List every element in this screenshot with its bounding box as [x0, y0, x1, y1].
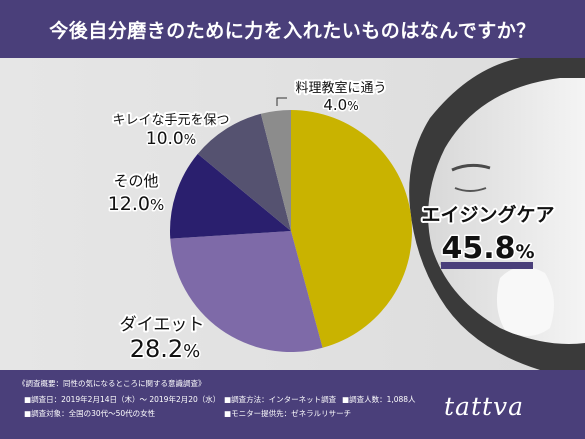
- pie-slice-label: その他: [113, 172, 158, 190]
- pie-value-label: 4.0%: [323, 96, 358, 114]
- pie-slice: [291, 110, 412, 348]
- leader-line: [276, 97, 287, 106]
- pie-slice-label: ダイエット: [120, 315, 205, 335]
- pie-slice-label: エイジングケア: [421, 203, 554, 226]
- pie-value-label: 45.8%: [441, 231, 534, 266]
- pie-slice: [170, 231, 323, 352]
- pie-slice: [197, 113, 291, 231]
- header-banner: 今後自分磨きのために力を入れたいものはなんですか？: [0, 0, 585, 58]
- pie-slice: [170, 153, 291, 239]
- pie-value-label: 12.0%: [108, 193, 165, 215]
- survey-provider: ■モニター提供先：ゼネラルリサーチ: [224, 409, 352, 418]
- survey-count: ■調査人数：1,088人: [342, 395, 416, 404]
- survey-heading: 《調査概要：同性の気になるところに関する意識調査》: [18, 379, 206, 388]
- pie-slice: [260, 110, 291, 231]
- survey-period: ■調査日：2019年2月14日（木）～ 2019年2月20（水）: [24, 395, 221, 404]
- highlight-underline: [441, 262, 533, 269]
- pie-slice-label: キレイな手元を保つ: [112, 113, 229, 128]
- face-photo-illustration: [0, 58, 585, 370]
- survey-target: ■調査対象：全国の30代～50代の女性: [24, 409, 156, 418]
- page-title: 今後自分磨きのために力を入れたいものはなんですか？: [49, 19, 536, 42]
- chart-area: エイジングケア 45.8% ダイエット 28.2% その他 12.0% キレイな手元を保つ 1…: [0, 58, 585, 370]
- survey-method: ■調査方法：インターネット調査: [224, 395, 337, 404]
- tattva-logo: tattva: [444, 392, 525, 421]
- pie-value-label: 28.2%: [130, 335, 201, 363]
- footer-banner: 《調査概要：同性の気になるところに関する意識調査》 ■調査日：2019年2月14…: [0, 370, 585, 439]
- pie-value-label: 10.0%: [146, 129, 196, 149]
- pie-slice-label: 料理教室に通う: [295, 80, 386, 96]
